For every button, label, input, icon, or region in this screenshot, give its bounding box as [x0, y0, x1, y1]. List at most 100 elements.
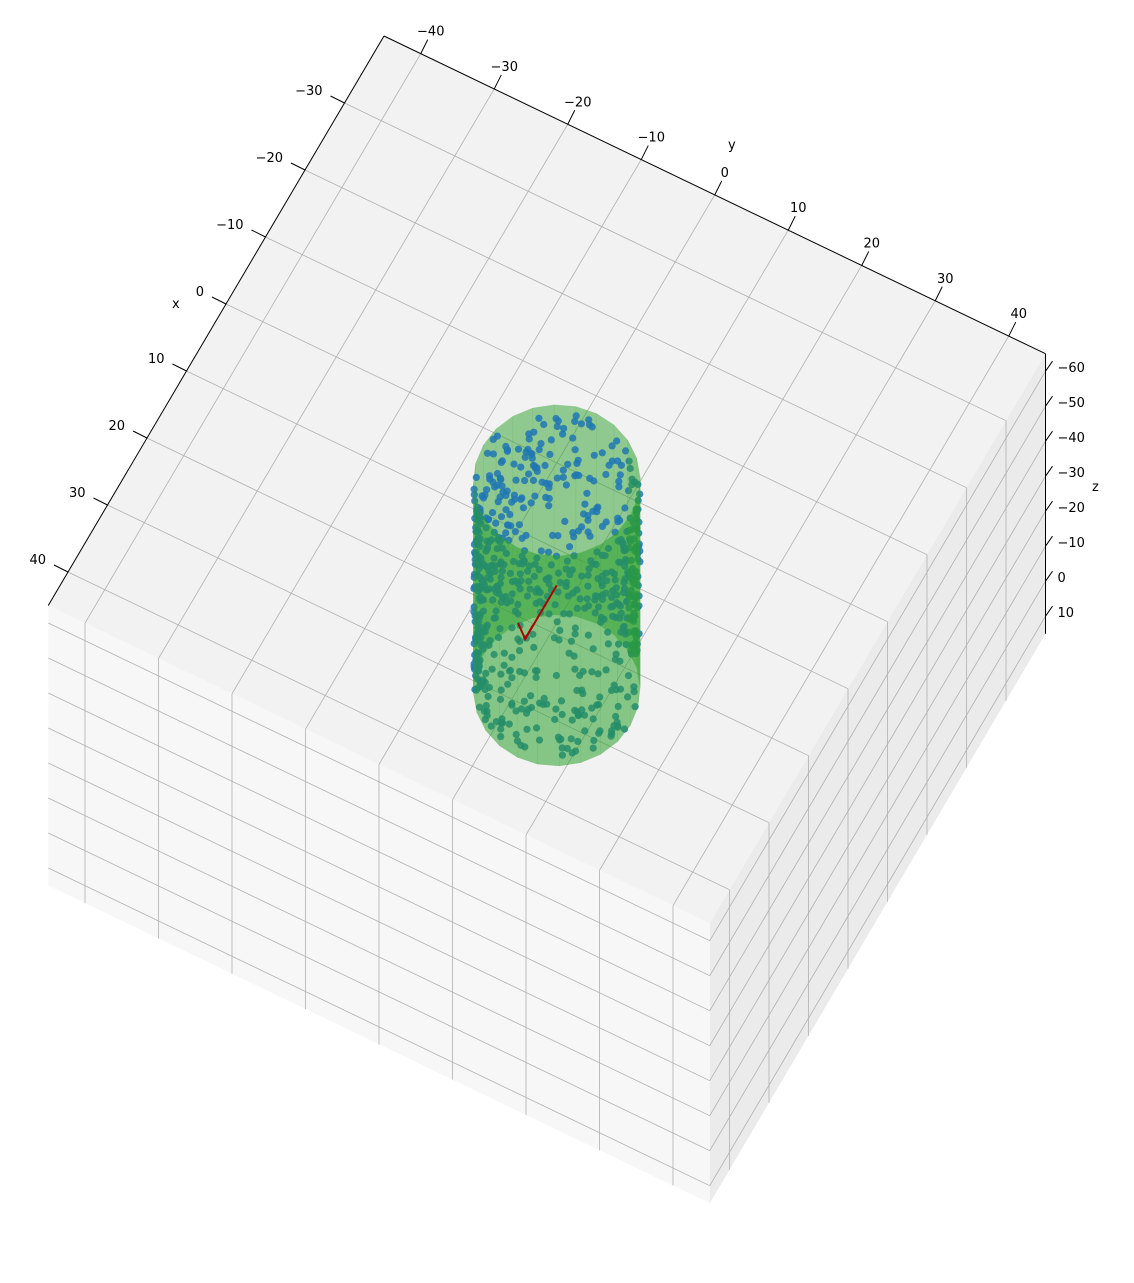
z-tick — [1045, 430, 1053, 442]
scatter-point — [521, 477, 529, 485]
x-tick-labels: −30 −20 −10 0 10 20 30 40 — [29, 84, 322, 568]
scatter-point — [616, 471, 624, 479]
scatter-point — [554, 417, 562, 425]
y-tick-labels: −40 −30 −20 −10 0 10 20 30 40 — [417, 25, 1027, 322]
y-tick-label: 20 — [863, 236, 880, 251]
cylinder-front-surface — [473, 439, 641, 767]
grid-z-left — [48, 622, 710, 942]
grid-z-right — [709, 370, 1046, 941]
scatter-point — [584, 528, 592, 536]
scatter-point — [572, 412, 580, 420]
grid-z-right — [709, 440, 1046, 1011]
x-tick-label: 40 — [29, 553, 46, 568]
scatter-point — [540, 420, 548, 429]
scatter-point — [533, 464, 541, 472]
scatter-point — [527, 449, 535, 458]
direction-arrow — [517, 584, 558, 642]
scatter-point — [598, 449, 606, 457]
scatter-point — [535, 446, 543, 454]
scatter-point — [489, 478, 497, 486]
grid-y-top — [599, 300, 936, 871]
y-tick — [640, 145, 649, 160]
cylinder-facet — [499, 535, 518, 758]
scatter-point — [616, 516, 624, 525]
scatter-point — [488, 508, 497, 517]
scatter-point — [562, 481, 571, 489]
scatter-point — [615, 483, 623, 491]
scatter-point — [588, 423, 596, 431]
grid-y-top — [672, 335, 1010, 906]
scatter-point — [518, 534, 526, 542]
scatter-point — [537, 547, 545, 555]
scatter-point — [511, 528, 519, 536]
scatter-point — [580, 510, 588, 518]
scatter-point — [483, 486, 491, 494]
z-tick — [1045, 500, 1053, 512]
scatter-point — [542, 479, 550, 487]
scatter-point — [514, 445, 523, 453]
z-tick — [1045, 360, 1053, 372]
y-axis-label: y — [728, 138, 736, 153]
grid-z-left — [48, 727, 710, 1047]
grid-y-top — [231, 124, 569, 694]
scatter-point — [569, 529, 577, 537]
x-tick-label: −20 — [256, 151, 283, 166]
x-tick-label: 10 — [148, 352, 165, 367]
cylinder-facet — [636, 457, 641, 688]
grid-z-right — [709, 615, 1046, 1186]
scatter-point — [613, 437, 621, 445]
scatter-point — [525, 435, 533, 443]
scatter-point — [497, 513, 506, 521]
grid-lines — [48, 53, 1046, 1187]
scatter-point — [564, 460, 572, 468]
scatter-point — [518, 494, 526, 502]
x-tick-label: 30 — [69, 486, 86, 501]
scatter-point — [584, 516, 592, 524]
y-tick-label: 40 — [1010, 307, 1027, 322]
scatter-point — [553, 422, 561, 431]
x-tick-label: 20 — [108, 419, 125, 434]
scatter-point — [502, 442, 510, 450]
scatter-point — [499, 488, 507, 496]
scatter-point — [547, 436, 555, 444]
scatter-point — [614, 457, 622, 465]
scatter-point — [525, 470, 533, 478]
cylinder-facet — [517, 547, 538, 765]
scatter-point — [493, 470, 502, 478]
y-tick-label: −10 — [638, 131, 665, 146]
z-tick — [1045, 570, 1053, 582]
x-tick — [93, 497, 108, 506]
z-tick-label: −50 — [1058, 396, 1085, 411]
z-tick-label: −30 — [1058, 466, 1085, 481]
scatter-point — [546, 450, 554, 458]
scatter-point — [553, 474, 561, 482]
scatter-point — [494, 498, 502, 506]
scatter-point — [608, 442, 616, 450]
x-tick-label: −30 — [295, 84, 322, 99]
x-tick-label: 0 — [196, 285, 204, 300]
scatter-point — [512, 476, 520, 484]
grid-z-right — [709, 580, 1046, 1151]
y-tick-label: −20 — [564, 95, 591, 110]
y-tick — [567, 110, 576, 125]
scatter-point — [571, 417, 579, 425]
grid-z-left — [48, 797, 710, 1117]
cylinder-facet — [473, 483, 478, 713]
x-tick — [330, 95, 345, 104]
x-tick — [132, 430, 148, 439]
scatter-point — [559, 473, 567, 481]
cylinder-facet — [600, 531, 618, 755]
scatter-point — [492, 519, 500, 527]
scatter-point — [590, 451, 598, 459]
y-tick-label: −30 — [491, 60, 518, 75]
z-tick-label: −60 — [1058, 361, 1085, 376]
scatter-point — [472, 473, 480, 481]
scatter-point — [569, 434, 577, 442]
scatter-point — [559, 466, 567, 474]
grid-z-right — [709, 405, 1046, 976]
scatter-point — [541, 461, 549, 470]
scatter-point — [566, 543, 574, 551]
z-tick-label: 0 — [1058, 571, 1066, 586]
scatter-point — [577, 420, 586, 428]
